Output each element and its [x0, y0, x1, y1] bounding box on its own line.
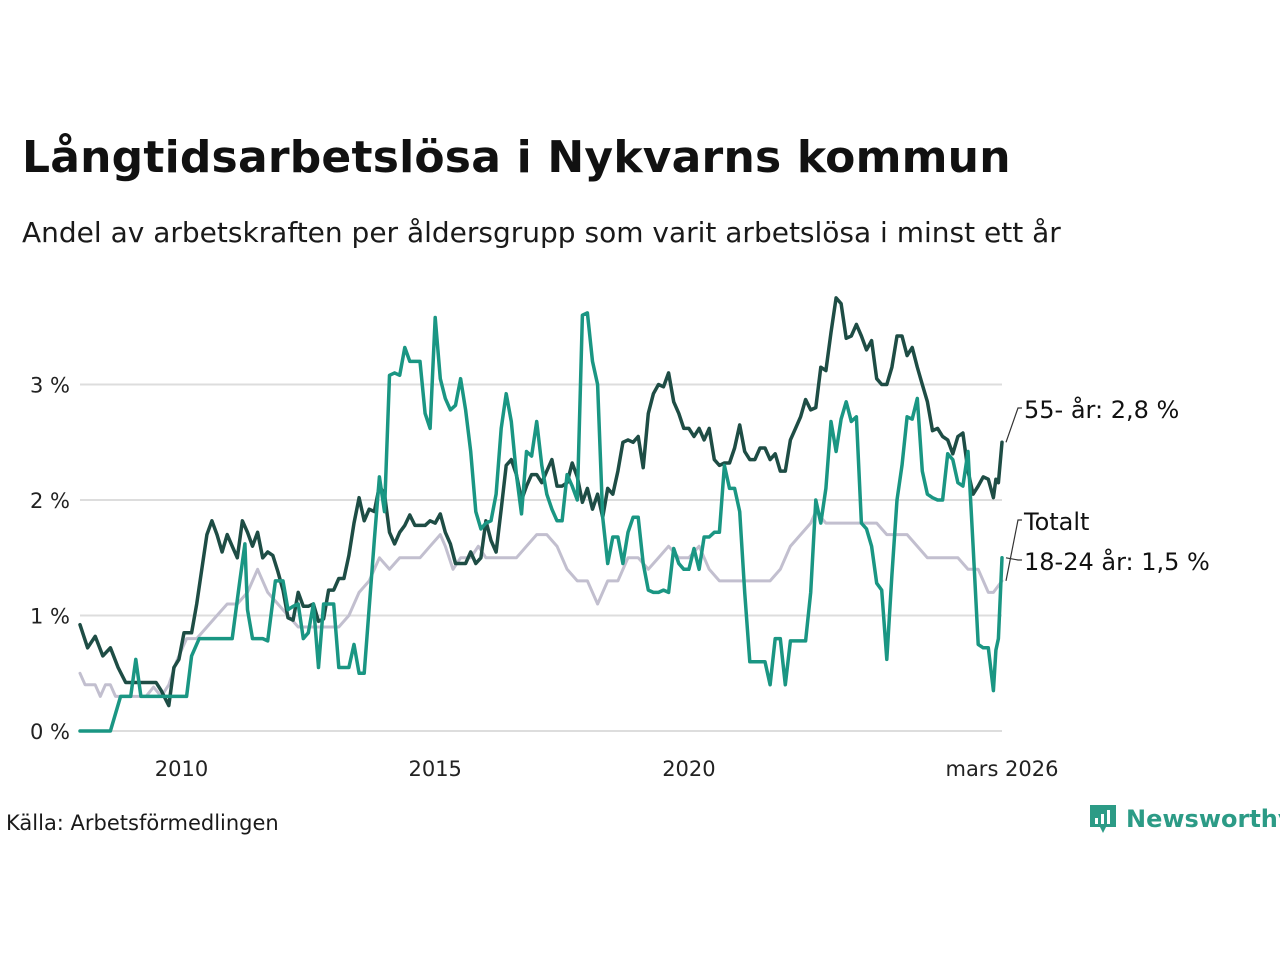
- y-tick-label: 3 %: [30, 374, 70, 398]
- x-tick-label: 2020: [662, 757, 715, 781]
- series-line-totalt: [78, 510, 1004, 698]
- series-lines: [78, 296, 1004, 733]
- y-axis-ticks: 0 % 1 % 2 % 3 %: [30, 374, 70, 745]
- y-tick-label: 2 %: [30, 489, 70, 513]
- chart-subtitle: Andel av arbetskraften per åldersgrupp s…: [22, 216, 1061, 249]
- y-tick-label: 1 %: [30, 605, 70, 629]
- brand-logo: Newsworthy: [1088, 803, 1280, 835]
- end-label-connector: [1005, 519, 1022, 582]
- y-tick-label: 0 %: [30, 720, 70, 744]
- brand-name: Newsworthy: [1126, 805, 1280, 833]
- end-label: 55- år: 2,8 %: [1024, 395, 1179, 424]
- source-note: Källa: Arbetsförmedlingen: [6, 811, 279, 835]
- x-tick-label: 2010: [155, 757, 208, 781]
- end-label-connector: [1005, 557, 1022, 561]
- x-axis-ticks: 2010 2015 2020 mars 2026: [155, 757, 1059, 781]
- end-labels: 55- år: 2,8 % Totalt 18-24 år: 1,5 %: [1005, 395, 1210, 582]
- x-tick-label: mars 2026: [945, 757, 1058, 781]
- series-line-55-r: [78, 296, 1004, 708]
- end-label-connector: [1005, 407, 1022, 443]
- chart-title: Långtidsarbetslösa i Nykvarns kommun: [22, 132, 1011, 183]
- x-tick-label: 2015: [408, 757, 461, 781]
- series-line-18-24-r: [78, 311, 1004, 733]
- grid-lines: [80, 383, 1002, 732]
- newsworthy-chart-bubble-icon: [1090, 805, 1116, 833]
- end-label: 18-24 år: 1,5 %: [1024, 547, 1210, 576]
- end-label: Totalt: [1023, 508, 1089, 536]
